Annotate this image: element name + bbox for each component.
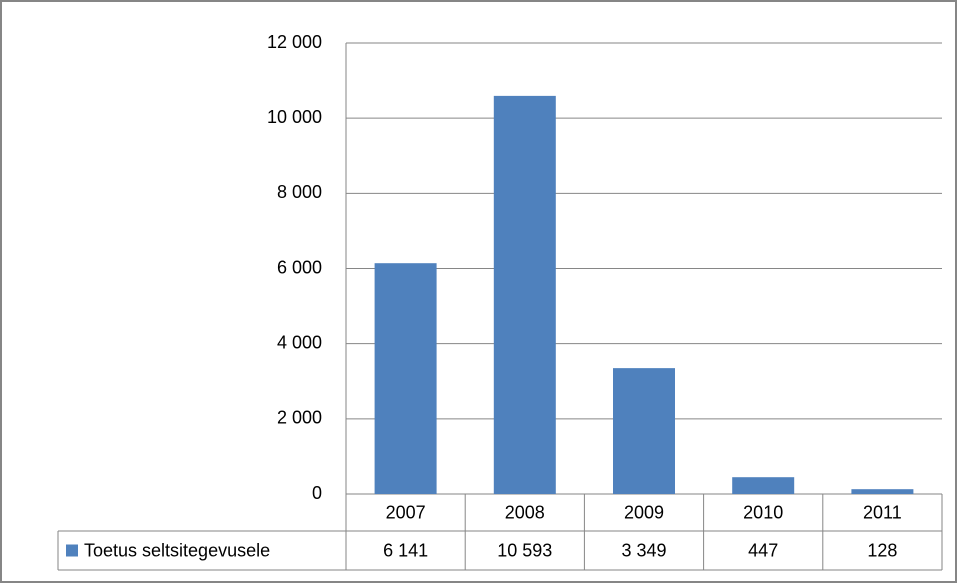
- bar: [851, 489, 914, 494]
- legend-swatch: [66, 544, 78, 557]
- y-tick-label: 8 000: [277, 182, 322, 202]
- x-tick-label: 2007: [386, 502, 426, 522]
- y-tick-label: 6 000: [277, 257, 322, 277]
- table-value: 10 593: [497, 540, 552, 560]
- bar: [613, 368, 675, 494]
- table-value: 447: [748, 540, 778, 560]
- x-tick-label: 2009: [624, 502, 664, 522]
- legend-label: Toetus seltsitegevusele: [84, 540, 270, 560]
- bar: [493, 95, 556, 494]
- bar: [374, 263, 437, 494]
- y-tick-label: 0: [312, 483, 322, 503]
- x-tick-label: 2010: [743, 502, 783, 522]
- y-tick-label: 2 000: [277, 408, 322, 428]
- table-value: 6 141: [383, 540, 428, 560]
- bar: [732, 477, 795, 494]
- y-tick-label: 10 000: [267, 107, 322, 127]
- x-tick-label: 2008: [505, 502, 545, 522]
- table-value: 128: [867, 540, 897, 560]
- y-tick-label: 4 000: [277, 332, 322, 352]
- x-tick-label: 2011: [863, 502, 902, 522]
- y-tick-label: 12 000: [267, 32, 322, 52]
- table-value: 3 349: [621, 540, 666, 560]
